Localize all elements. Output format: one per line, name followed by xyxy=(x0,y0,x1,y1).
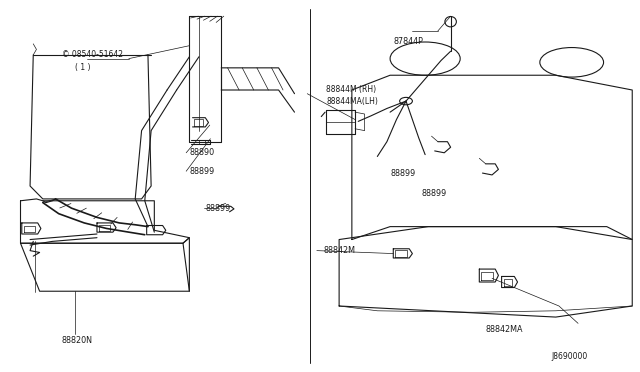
Text: 88899: 88899 xyxy=(390,169,415,177)
Text: 87844P: 87844P xyxy=(394,37,423,46)
Text: J8690000: J8690000 xyxy=(552,352,588,361)
Text: 88899: 88899 xyxy=(205,203,230,213)
Text: 88844MA(LH): 88844MA(LH) xyxy=(326,97,378,106)
Text: 88842M: 88842M xyxy=(323,246,355,255)
Text: 88820N: 88820N xyxy=(62,336,93,345)
Text: 88899: 88899 xyxy=(422,189,447,198)
Text: 88844M (RH): 88844M (RH) xyxy=(326,85,376,94)
Text: 88899: 88899 xyxy=(189,167,214,176)
Text: 88842MA: 88842MA xyxy=(486,326,523,334)
Text: © 08540-51642: © 08540-51642 xyxy=(62,51,123,60)
Text: 88890: 88890 xyxy=(189,148,214,157)
Text: ( 1 ): ( 1 ) xyxy=(75,63,90,72)
